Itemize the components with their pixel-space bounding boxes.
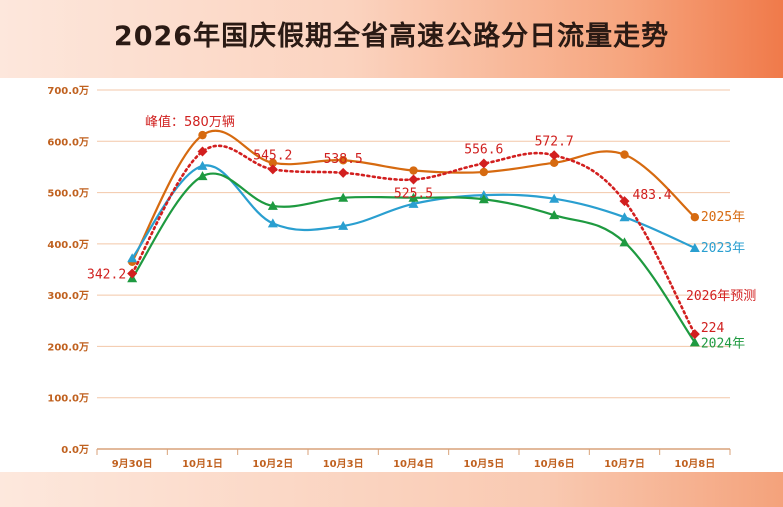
data-point: [127, 253, 138, 263]
data-point: [338, 156, 348, 165]
grid-lines: [97, 89, 730, 399]
data-point: [268, 158, 278, 168]
x-tick-label: 10月8日: [674, 458, 715, 470]
data-point: [479, 167, 489, 177]
data-point: [478, 194, 489, 204]
y-tick-label: 700.0万: [47, 85, 89, 97]
x-tick-label: 10月6日: [534, 458, 575, 470]
data-point: [127, 268, 138, 279]
data-point: [338, 192, 349, 202]
y-tick-label: 600.0万: [47, 136, 89, 148]
data-point: [689, 337, 700, 347]
data-point: [619, 212, 630, 222]
data-point: [619, 196, 630, 207]
x-tick-label: 10月1日: [182, 458, 223, 470]
data-point: [549, 158, 559, 168]
data-label: 545.2: [253, 148, 292, 163]
series-2023年: [127, 160, 700, 263]
series-label: 2024年: [701, 336, 745, 351]
data-point: [408, 192, 419, 202]
data-point: [619, 237, 630, 247]
data-point: [620, 150, 629, 159]
y-tick-label: 0.0万: [61, 444, 89, 456]
data-point: [198, 130, 207, 140]
x-tick-label: 10月5日: [463, 458, 504, 470]
data-label: 538.5: [324, 152, 363, 167]
series-group: [127, 129, 700, 347]
data-point: [197, 146, 208, 157]
data-point: [690, 212, 700, 222]
series-label: 2023年: [701, 241, 745, 256]
data-point: [549, 193, 560, 203]
x-tick-label: 9月30日: [112, 458, 153, 470]
chart-title: 2026年国庆假期全省高速公路分日流量走势: [113, 21, 670, 52]
data-point: [409, 166, 418, 175]
data-point: [408, 174, 419, 185]
data-point: [197, 160, 208, 170]
data-label: 483.4: [633, 188, 672, 203]
data-point: [549, 150, 560, 161]
data-point: [689, 242, 700, 252]
data-label: 224: [701, 321, 725, 336]
data-point: [197, 171, 208, 181]
data-point: [338, 220, 349, 230]
data-point: [478, 158, 489, 169]
data-point: [267, 164, 278, 175]
series-label: 2026年预测: [686, 289, 756, 304]
data-point: [408, 198, 419, 208]
series-2024年: [127, 171, 700, 347]
peak-annotation: 峰值：580万辆: [145, 114, 235, 130]
y-tick-label: 200.0万: [47, 341, 89, 353]
data-label: 342.2: [87, 268, 126, 283]
y-tick-label: 100.0万: [47, 393, 89, 405]
data-label: 525.5: [394, 186, 433, 201]
y-tick-label: 500.0万: [47, 188, 89, 200]
x-tick-label: 10月7日: [604, 458, 645, 470]
data-point: [338, 167, 349, 178]
data-label: 556.6: [464, 143, 503, 158]
data-label: 572.7: [535, 134, 574, 149]
series-line: [131, 164, 696, 259]
data-labels: 2025年 2023年 2024年 2026年预测 342.2 545.2 538.5 525…: [87, 114, 756, 351]
bottom-banner: [0, 472, 783, 507]
title-banner: 2026年国庆假期全省高速公路分日流量走势: [0, 0, 783, 78]
data-point: [689, 329, 700, 340]
x-tick-label: 10月2日: [252, 458, 293, 470]
data-point: [549, 210, 560, 220]
y-tick-label: 400.0万: [47, 239, 89, 251]
data-point: [267, 200, 278, 210]
x-axis: 9月30日 10月1日 10月2日 10月3日 10月4日 10月5日 10月6日 10月7日…: [96, 448, 731, 470]
series-2026年预测: [127, 144, 700, 340]
series-label: 2025年: [701, 210, 745, 225]
data-point: [267, 218, 278, 228]
x-tick-label: 10月3日: [323, 458, 364, 470]
y-axis: 0.0万 100.0万 200.0万 300.0万 400.0万 500.0万 600.0万…: [47, 85, 89, 456]
y-tick-label: 300.0万: [47, 290, 89, 302]
x-tick-label: 10月4日: [393, 458, 434, 470]
